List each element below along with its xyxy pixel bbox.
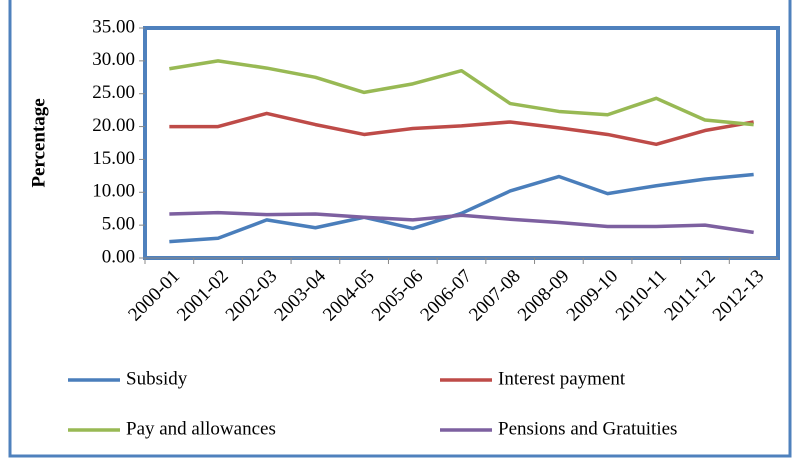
x-tick-label: 2006-07: [416, 266, 476, 326]
series-line: [169, 172, 754, 244]
series-line: [169, 210, 754, 235]
x-tick-label: 2009-10: [563, 266, 623, 326]
x-tick-label: 2003-04: [270, 265, 330, 325]
x-tick-label: 2000-01: [124, 266, 184, 326]
x-tick-label: 2004-05: [319, 266, 379, 326]
x-tick-label: 2012-13: [709, 266, 769, 326]
series-line: [169, 111, 754, 147]
x-tick-label: 2005-06: [368, 266, 428, 326]
x-tick-label: 2008-09: [514, 266, 574, 326]
legend-label: Interest payment: [498, 368, 626, 389]
legend-label: Pay and allowances: [126, 418, 276, 439]
x-tick-label: 2010-11: [612, 266, 671, 325]
x-tick-label: 2011-12: [660, 266, 719, 325]
y-axis-label: Percentage: [28, 98, 49, 187]
x-tick-label: 2001-02: [173, 266, 233, 326]
y-tick-label: 5.00: [102, 214, 135, 235]
y-tick-label: 30.00: [92, 49, 135, 70]
y-tick-label: 0.00: [102, 246, 135, 267]
y-tick-label: 10.00: [92, 181, 135, 202]
legend-label: Pensions and Gratuities: [498, 418, 677, 439]
y-tick-label: 25.00: [92, 82, 135, 103]
x-tick-label: 2007-08: [465, 266, 525, 326]
legend-label: Subsidy: [126, 368, 188, 389]
chart-frame: [8, 0, 792, 458]
x-tick-label: 2002-03: [222, 266, 282, 326]
series-line: [169, 59, 754, 127]
y-tick-label: 20.00: [92, 115, 135, 136]
y-tick-label: 35.00: [92, 16, 135, 37]
y-tick-label: 15.00: [92, 148, 135, 169]
